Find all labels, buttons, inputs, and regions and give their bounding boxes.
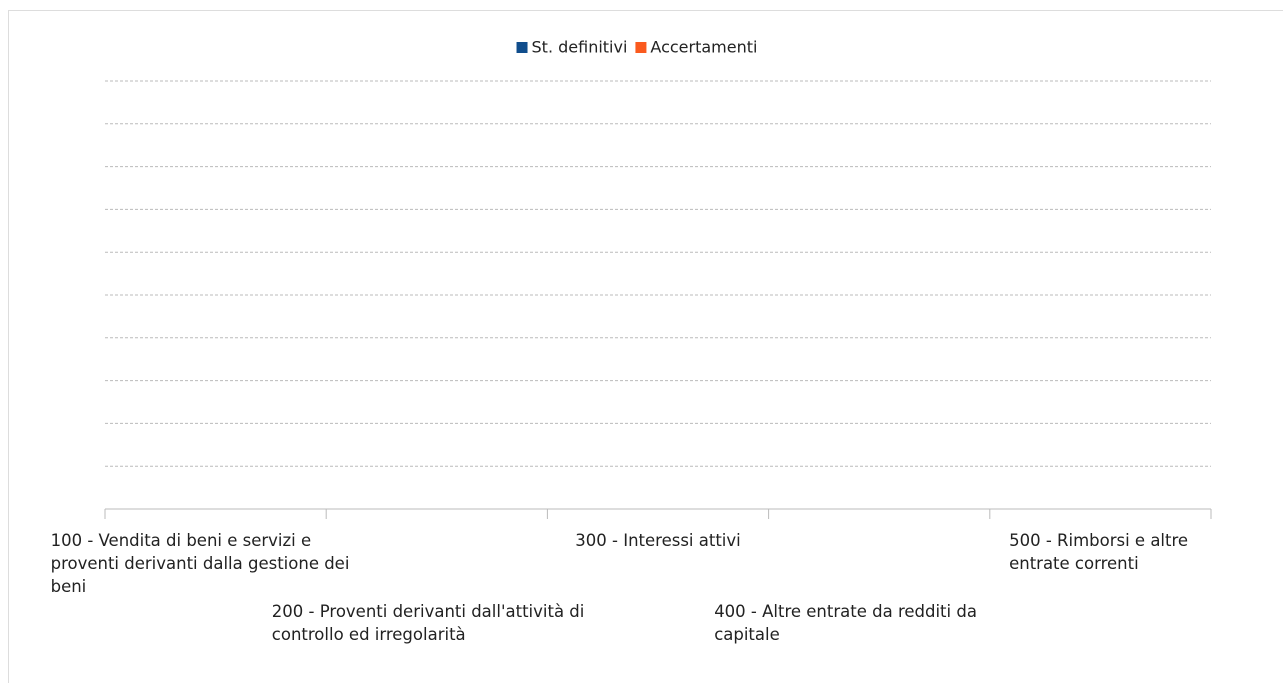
- x-tick-label: 500 - Rimborsi e altre entrate correnti: [1009, 531, 1189, 573]
- x-tick-label: 200 - Proventi derivanti dall'attività d…: [271, 602, 585, 644]
- legend-swatch: [516, 42, 528, 53]
- legend-swatch: [635, 42, 647, 53]
- frame: [8, 10, 1283, 683]
- x-tick-label: 100 - Vendita di beni e servizi e proven…: [50, 531, 350, 596]
- legend-label: St. definitivi: [532, 38, 628, 57]
- legend-label: Accertamenti: [650, 38, 757, 57]
- x-tick-label: 400 - Altre entrate da redditi da capita…: [714, 602, 977, 644]
- x-tick-label: 300 - Interessi attivi: [575, 531, 741, 550]
